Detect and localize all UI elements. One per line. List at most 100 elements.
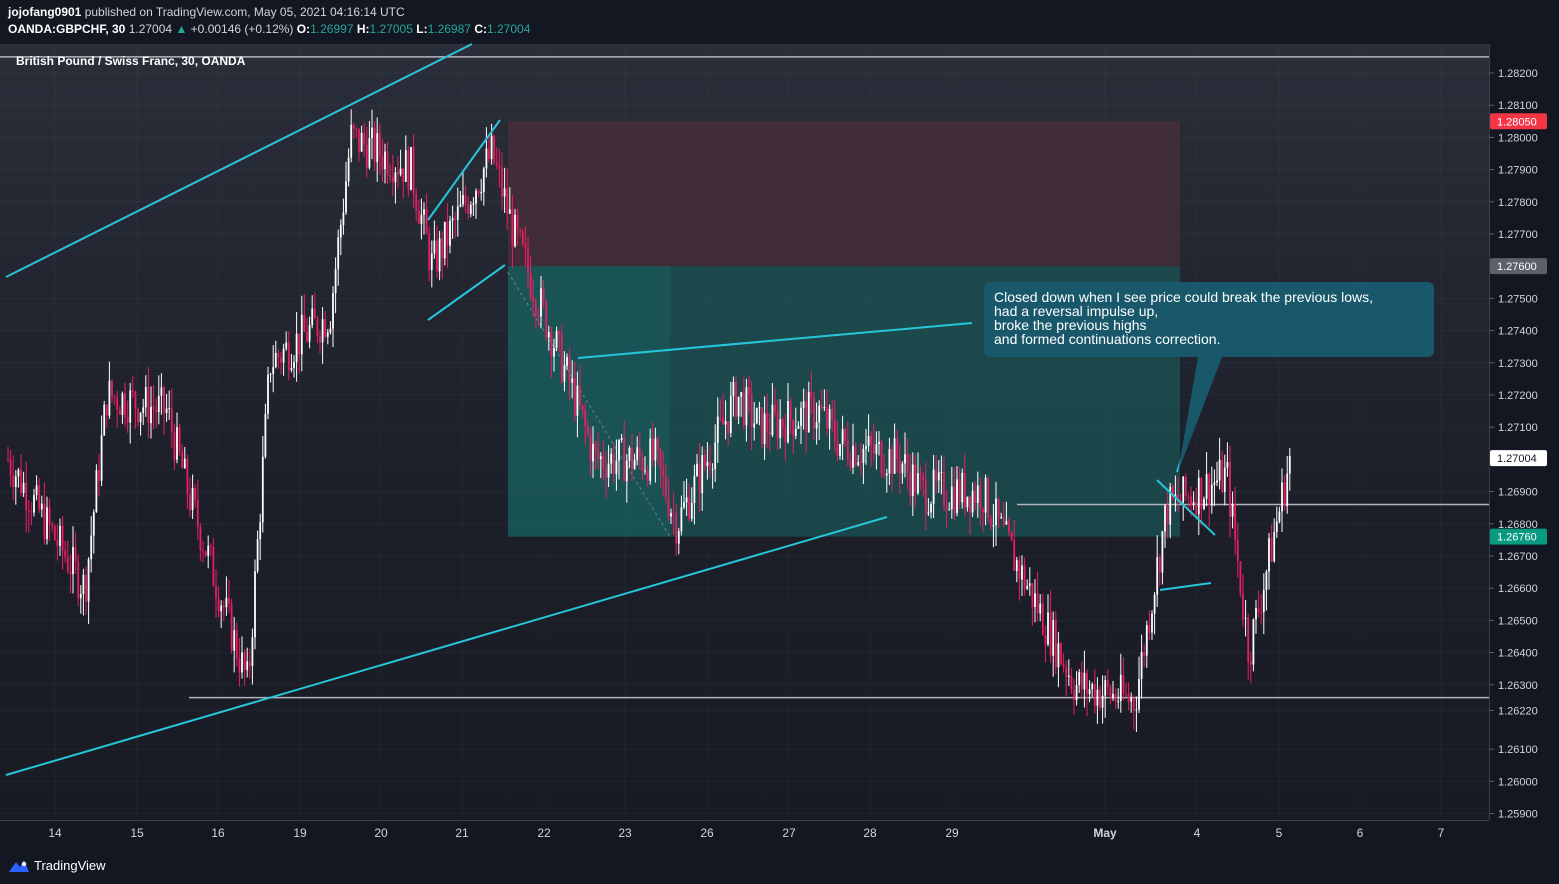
candle-body [1182, 476, 1185, 503]
candle-body [12, 475, 15, 488]
candle-body [849, 459, 852, 468]
candle-body [46, 507, 48, 540]
time-axis[interactable] [0, 820, 1489, 851]
candle-body [724, 421, 727, 425]
candle-body [337, 237, 340, 270]
candle-body [1242, 593, 1244, 619]
price-tick-label: 1.26700 [1498, 551, 1538, 563]
candle-body [896, 438, 899, 460]
candle-body [303, 314, 306, 332]
author-name[interactable]: jojofang0901 [8, 5, 82, 19]
candle-body [1153, 594, 1156, 614]
annotation-callout[interactable]: Closed down when I see price could break… [984, 282, 1434, 357]
candle-body [566, 357, 568, 366]
candle-body [727, 421, 730, 434]
candle-body [1190, 496, 1192, 505]
candle-body [150, 406, 152, 424]
stop-loss-zone [508, 121, 1180, 267]
candle-body [677, 531, 680, 544]
candle-body [25, 482, 28, 511]
candle-body [802, 401, 805, 408]
price-badge-label: 1.26760 [1497, 532, 1537, 544]
candle-body [1223, 467, 1226, 492]
candle-body [267, 374, 269, 414]
candle-body [238, 658, 241, 673]
candle-body [17, 469, 20, 477]
candle-body [766, 413, 769, 432]
candle-body [204, 551, 207, 556]
candle-body [1213, 482, 1216, 485]
candle-body [1073, 689, 1075, 701]
candle-body [553, 347, 555, 357]
candle-body [1184, 476, 1187, 497]
price-axis[interactable] [1489, 44, 1559, 820]
candle-body [1281, 482, 1283, 512]
price-tick-label: 1.27800 [1498, 197, 1538, 209]
candle-body [407, 150, 410, 190]
candle-body [477, 190, 480, 194]
candle-body [77, 561, 80, 599]
candle-body [53, 526, 56, 540]
candle-body [1088, 689, 1091, 695]
candle-body [446, 221, 449, 246]
candle-body [690, 502, 693, 519]
candle-body [547, 331, 550, 338]
trendline [5, 43, 473, 278]
candle-body [922, 475, 925, 481]
candle-body [1117, 701, 1120, 703]
candle-body [1109, 687, 1112, 698]
candle-body [173, 431, 176, 460]
candle-body [217, 598, 220, 612]
candle-body [503, 188, 506, 197]
candle-body [605, 468, 607, 478]
annotation-line: had a reversal impulse up, [994, 303, 1159, 319]
time-tick-label: 27 [782, 826, 796, 840]
candle-body [212, 546, 215, 586]
price-tick-label: 1.26500 [1498, 615, 1538, 627]
candle-body [911, 464, 914, 497]
candle-body [1080, 672, 1083, 690]
time-tick-label: 23 [618, 826, 632, 840]
candle-body [737, 396, 740, 417]
candle-body [521, 231, 524, 245]
candle-body [85, 574, 87, 602]
candle-body [488, 148, 490, 160]
candle-body [27, 510, 30, 512]
candle-body [740, 392, 743, 397]
candle-body [280, 357, 282, 363]
candle-body [654, 438, 657, 461]
price-tick-label: 1.26000 [1498, 776, 1538, 788]
candle-body [628, 447, 631, 461]
chart-header: jojofang0901 published on TradingView.co… [0, 0, 1559, 44]
candle-body [1036, 593, 1039, 614]
candle-body [560, 333, 563, 382]
candle-body [1205, 473, 1208, 499]
candle-body [126, 417, 129, 423]
symbol-label[interactable]: OANDA:GBPCHF, 30 [8, 22, 126, 36]
ohlc-line: OANDA:GBPCHF, 30 1.27004 ▲ +0.00146 (+0.… [8, 22, 530, 36]
candle-body [872, 444, 875, 454]
candle-body [287, 342, 290, 371]
candle-body [1226, 462, 1229, 468]
candle-body [451, 218, 454, 221]
brand-name[interactable]: TradingView [34, 858, 106, 873]
candle-body [207, 545, 210, 556]
candle-body [989, 518, 992, 526]
candle-body [259, 522, 262, 540]
candle-body [48, 507, 51, 525]
annotation-line: and formed continuations correction. [994, 331, 1221, 347]
candle-body [1247, 617, 1250, 662]
candle-body [1239, 561, 1242, 594]
candle-body [20, 469, 22, 494]
publish-info: published on TradingView.com, May 05, 20… [84, 5, 405, 19]
candle-body [1075, 685, 1078, 701]
candle-body [758, 407, 761, 409]
candle-body [501, 167, 503, 197]
tradingview-logo-icon[interactable] [8, 858, 30, 874]
candle-body [867, 436, 870, 447]
candle-body [969, 496, 971, 513]
candle-body [139, 412, 142, 423]
candle-body [272, 367, 275, 374]
time-tick-label: 19 [293, 826, 307, 840]
